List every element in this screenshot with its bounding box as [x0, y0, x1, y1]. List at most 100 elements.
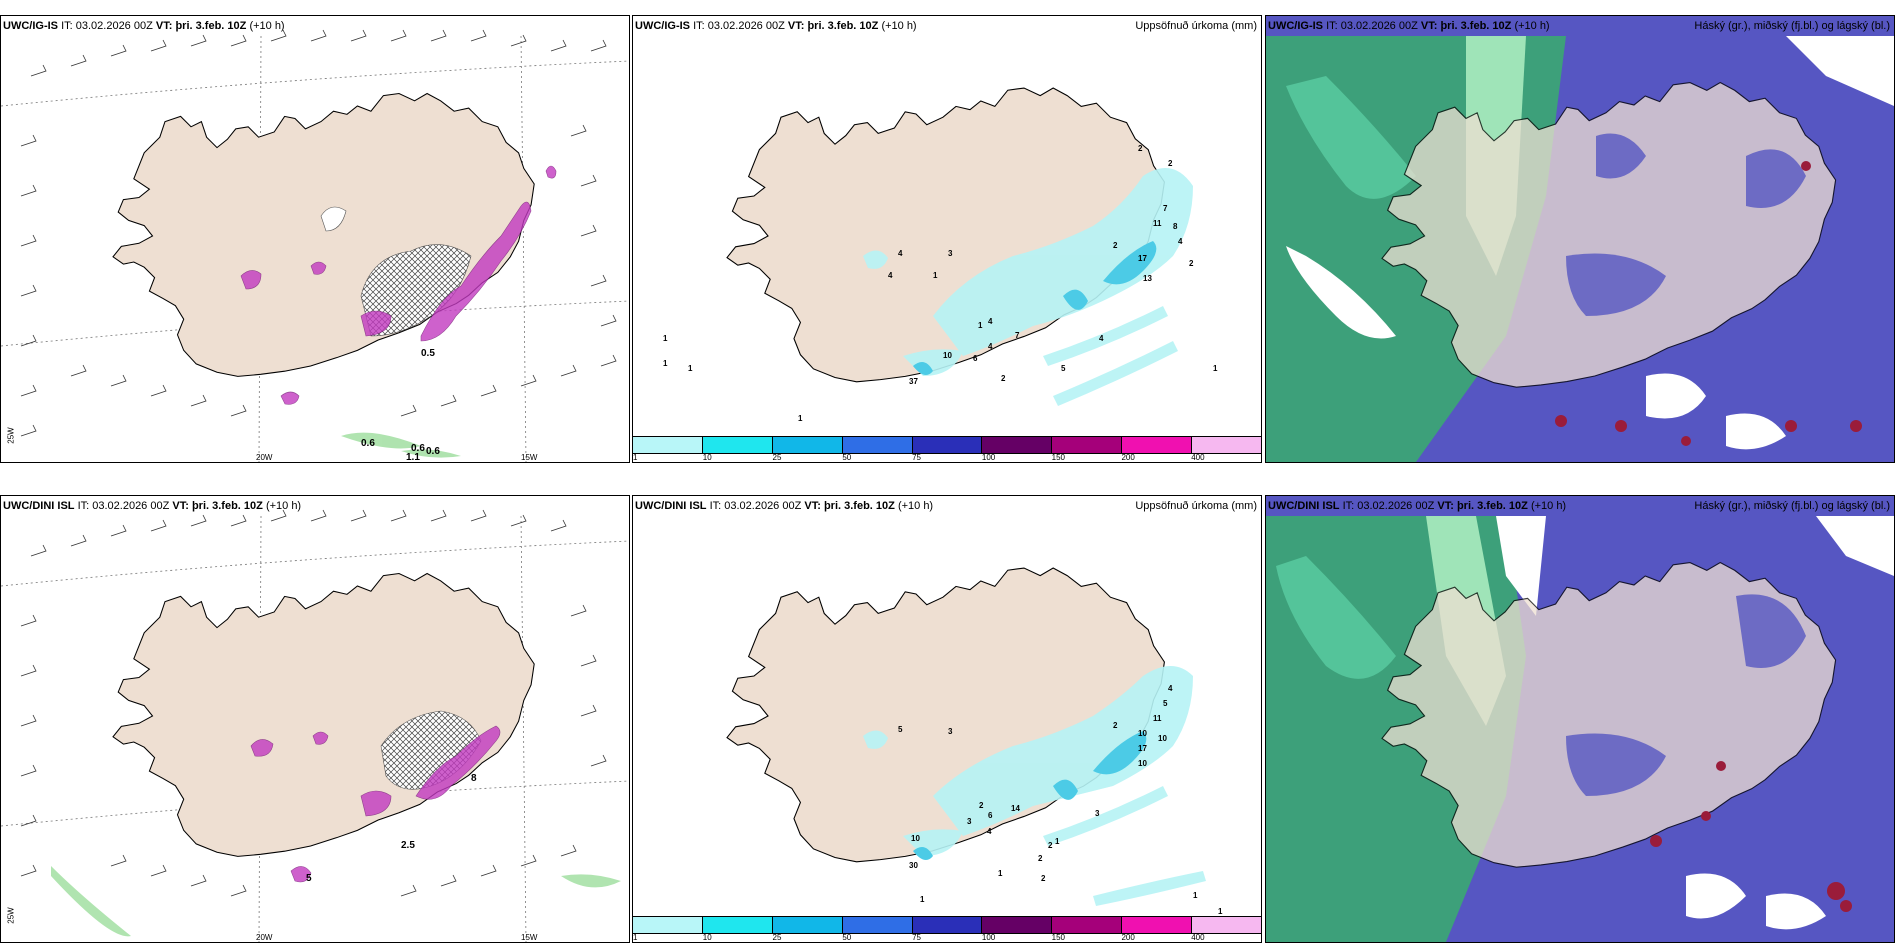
colorbar-swatch	[842, 437, 913, 453]
precip-value: 4	[987, 827, 992, 836]
precip-value: 5	[898, 725, 903, 734]
it-value: 03.02.2026 00Z	[1340, 20, 1418, 32]
colorbar-cells	[633, 436, 1261, 454]
green-precip	[51, 866, 621, 937]
colorbar-swatch	[912, 917, 983, 933]
colorbar-label: 150	[1051, 933, 1066, 942]
colorbar-swatch	[1192, 437, 1261, 453]
lead-time: (+10 h)	[249, 20, 285, 32]
lead-time: (+10 h)	[1514, 20, 1550, 32]
vt-label: VT:	[787, 20, 805, 32]
panel-title: Uppsöfnuð úrkoma (mm)	[1135, 20, 1257, 32]
precip-value: 4	[1178, 237, 1183, 246]
colorbar-labels: 1 10 25 50 75 100 150 200 400	[633, 933, 1261, 942]
vt-label: VT:	[172, 500, 189, 512]
panel-header: UWC/DINI ISL IT: 03.02.2026 00Z VT: þri.…	[1268, 500, 1566, 512]
colorbar-swatch	[842, 917, 913, 933]
it-label: IT:	[61, 20, 73, 32]
precip-light	[863, 666, 1206, 906]
colorbar-swatch	[1052, 437, 1123, 453]
vt-value: þri. 3.feb. 10Z	[807, 20, 879, 32]
colorbar-label: 150	[1051, 453, 1066, 462]
precip-value: 14	[1011, 804, 1020, 813]
wind-map: 0.6 0.6 1.1 0.6 0.5	[1, 16, 629, 462]
precip-value: 8	[1173, 222, 1178, 231]
colorbar-swatch	[772, 437, 843, 453]
precip-value: 2	[1113, 721, 1118, 730]
precip-value: 1	[1055, 837, 1060, 846]
it-label: IT:	[709, 500, 722, 512]
wind-barbs	[20, 509, 607, 897]
precip-value: 3	[1095, 809, 1100, 818]
lead-time: (+10 h)	[897, 500, 934, 512]
lat-tick: 25W	[6, 907, 16, 924]
model-name: UWC/IG-IS	[635, 20, 690, 32]
colorbar-swatch	[982, 917, 1053, 933]
precip-value: 4	[898, 249, 903, 258]
precip-value: 3	[967, 817, 972, 826]
it-label: IT:	[1342, 500, 1355, 512]
vt-value: þri. 3.feb. 10Z	[823, 500, 895, 512]
wind-value: 5	[306, 873, 312, 884]
precip-value: 2	[1048, 841, 1053, 850]
graticule	[1, 515, 629, 942]
precip-value: 1	[663, 359, 668, 368]
panel-header: UWC/IG-IS IT: 03.02.2026 00Z VT: þri. 3.…	[635, 20, 917, 32]
colorbar-swatch	[1052, 917, 1123, 933]
vt-value: þri. 3.feb. 10Z	[191, 500, 263, 512]
wind-value: 2.5	[401, 840, 415, 851]
colorbar-label: 10	[702, 453, 712, 462]
panel-dini-precip: UWC/DINI ISL IT: 03.02.2026 00Z VT: þri.…	[632, 495, 1262, 943]
colorbar-swatch	[702, 917, 773, 933]
colorbar-label: 25	[772, 933, 782, 942]
colorbar-label: 200	[1121, 933, 1135, 942]
vt-label: VT:	[155, 20, 173, 32]
wind-value: 0.6	[411, 443, 425, 454]
panel-title: Háský (gr.), miðský (fj.bl.) og lágský (…	[1694, 500, 1890, 512]
precip-value: 1	[798, 414, 803, 423]
colorbar-label: 200	[1121, 453, 1135, 462]
precip-value: 2	[979, 801, 984, 810]
colorbar-swatch	[912, 437, 983, 453]
precip-value: 1	[688, 364, 693, 373]
precip-value: 30	[909, 861, 918, 870]
wind-value: 8	[471, 773, 477, 784]
panel-dini-wind: UWC/DINI ISL IT: 03.02.2026 00Z VT: þri.…	[0, 495, 630, 943]
it-label: IT:	[693, 20, 705, 32]
precip-value: 4	[988, 342, 993, 351]
precip-value: 5	[1163, 699, 1168, 708]
panel-ig-cloud: UWC/IG-IS IT: 03.02.2026 00Z VT: þri. 3.…	[1265, 15, 1895, 463]
precip-value: 7	[1015, 331, 1020, 340]
precip-colorbar: 1 10 25 50 75 100 150 200 400	[633, 916, 1261, 942]
precip-map: 2 2 7 11 8 4 17 13 2 2 4 3 1 4 4 1 1 1 1…	[633, 16, 1261, 462]
model-name: UWC/DINI ISL	[1268, 500, 1340, 512]
cloud-white-patches	[1646, 373, 1786, 450]
colorbar-label: 10	[702, 933, 712, 942]
precip-value: 2	[1138, 144, 1143, 153]
panel-dini-cloud: UWC/DINI ISL IT: 03.02.2026 00Z VT: þri.…	[1265, 495, 1895, 943]
model-name: UWC/DINI ISL	[635, 500, 707, 512]
precip-value: 1	[1213, 364, 1218, 373]
lon-tick: 20W	[256, 933, 273, 942]
precip-value: 2	[1113, 241, 1118, 250]
cloud-red	[1555, 161, 1862, 446]
model-name: UWC/DINI ISL	[3, 500, 75, 512]
precip-value: 1	[1218, 907, 1223, 916]
precip-value: 4	[988, 317, 993, 326]
colorbar-cells	[633, 916, 1261, 934]
it-value: 03.02.2026 00Z	[1357, 500, 1435, 512]
it-value: 03.02.2026 00Z	[724, 500, 802, 512]
colorbar-label: 50	[842, 933, 852, 942]
colorbar-label: 400	[1191, 933, 1205, 942]
precip-light	[863, 168, 1193, 406]
cloud-map	[1266, 496, 1894, 942]
colorbar-label: 1	[633, 933, 638, 942]
lon-tick: 20W	[256, 453, 273, 462]
panel-ig-wind: UWC/IG-IS IT: 03.02.2026 00Z VT: þri. 3.…	[0, 15, 630, 463]
precip-value: 10	[911, 834, 920, 843]
vt-label: VT:	[1437, 500, 1454, 512]
precip-value: 1	[933, 271, 938, 280]
panel-header: UWC/DINI ISL IT: 03.02.2026 00Z VT: þri.…	[3, 500, 301, 512]
precip-colorbar: 1 10 25 50 75 100 150 200 400	[633, 436, 1261, 462]
vt-label: VT:	[1420, 20, 1438, 32]
